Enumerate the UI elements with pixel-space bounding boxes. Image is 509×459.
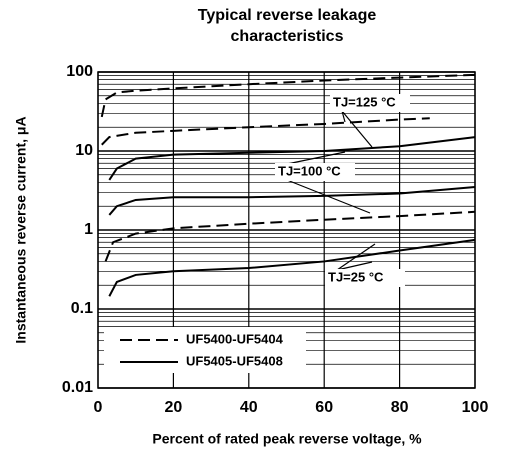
y-tick-label: 100 <box>66 63 93 80</box>
annotation-box <box>330 94 410 112</box>
annotation-box <box>325 269 405 287</box>
x-tick-label: 20 <box>165 399 183 416</box>
x-tick-label: 100 <box>462 399 489 416</box>
x-tick-label: 40 <box>240 399 258 416</box>
annotation: TJ=100 °C <box>278 163 341 178</box>
y-tick-label: 1 <box>84 221 93 238</box>
y-axis-label: Instantaneous reverse current, μA <box>13 116 29 343</box>
leader-line <box>336 261 373 271</box>
data-line <box>100 73 476 118</box>
annotation-box <box>275 163 355 181</box>
data-line <box>101 117 430 146</box>
data-line <box>108 238 476 297</box>
x-tick-label: 80 <box>391 399 409 416</box>
leader-line <box>341 110 373 148</box>
data-line <box>108 186 476 216</box>
legend-box <box>104 327 306 373</box>
x-axis-label: Percent of rated peak reverse voltage, % <box>152 431 422 447</box>
data-line <box>108 136 476 181</box>
legend-label: UF5400-UF5404 <box>186 331 284 346</box>
leader-line <box>341 110 346 123</box>
x-tick-label: 60 <box>315 399 333 416</box>
y-tick-label: 0.01 <box>62 379 93 396</box>
x-tick-label: 0 <box>94 399 103 416</box>
chart-title: Typical reverse leakage <box>198 7 377 24</box>
legend-label: UF5405-UF5408 <box>186 353 283 368</box>
y-tick-label: 0.1 <box>71 300 93 317</box>
plot-frame <box>97 71 476 389</box>
annotation: TJ=125 °C <box>333 94 396 109</box>
annotation: TJ=25 °C <box>328 269 384 284</box>
data-line <box>104 210 476 262</box>
leader-line <box>286 151 346 165</box>
y-tick-label: 10 <box>75 142 93 159</box>
chart-title: characteristics <box>231 28 344 45</box>
